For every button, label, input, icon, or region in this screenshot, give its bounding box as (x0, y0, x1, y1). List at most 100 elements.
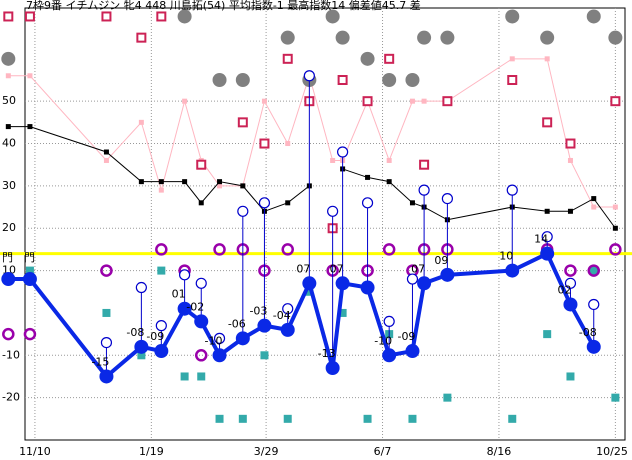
data-label: 10 (499, 250, 513, 263)
data-label: -08 (579, 326, 597, 339)
dot (212, 73, 227, 87)
dot (325, 361, 340, 375)
circle-marker (100, 264, 113, 277)
square-marker (102, 308, 111, 317)
square-marker (158, 187, 164, 193)
circle-marker (564, 264, 577, 277)
data-label: 07 (296, 262, 310, 275)
annotation: 門 (2, 251, 13, 264)
dot (154, 344, 169, 359)
square-marker (196, 159, 207, 170)
dot (235, 73, 250, 87)
dot (405, 344, 420, 359)
square-marker (217, 183, 223, 189)
square-marker (237, 117, 248, 128)
square-marker (27, 124, 33, 130)
square-marker (337, 75, 348, 85)
y-tick-label: -20 (2, 391, 20, 404)
circle-marker (609, 243, 622, 256)
dot (417, 276, 432, 291)
y-tick-label: 40 (2, 137, 16, 150)
square-marker (136, 32, 147, 43)
data-label: 01 (172, 288, 186, 301)
dot (335, 276, 350, 291)
x-tick-label: 3/29 (254, 445, 279, 458)
data-label: -06 (228, 317, 246, 330)
data-label: -03 (249, 305, 267, 318)
square-marker (158, 179, 164, 185)
dot (563, 297, 578, 312)
square-marker (282, 53, 293, 64)
square-marker (591, 196, 597, 202)
data-label: 02 (557, 283, 571, 296)
circle-marker (100, 336, 113, 349)
dot (302, 276, 317, 291)
circle-marker (237, 205, 249, 217)
dot (257, 318, 272, 333)
dot (134, 339, 149, 354)
square-marker (198, 200, 204, 206)
circle-marker (213, 332, 226, 344)
data-label: -08 (126, 326, 144, 339)
square-marker (610, 96, 621, 107)
dot (608, 30, 623, 45)
square-marker (3, 11, 14, 22)
dot (212, 348, 227, 363)
square-marker (421, 98, 427, 104)
dot (99, 369, 114, 384)
square-marker (157, 266, 166, 275)
data-label: 07 (330, 262, 344, 275)
data-label: 09 (434, 254, 448, 267)
square-marker (180, 372, 189, 381)
circle-marker (564, 277, 577, 289)
dot (177, 301, 192, 316)
circle-marker (327, 205, 339, 217)
circle-marker (418, 184, 430, 196)
dot (382, 348, 397, 363)
square-marker (386, 179, 392, 185)
dot (505, 9, 520, 24)
dot (505, 263, 520, 278)
dot (194, 314, 209, 329)
square-marker (611, 393, 620, 402)
square-marker (363, 414, 372, 423)
square-marker (137, 351, 146, 360)
data-label: -09 (397, 330, 415, 343)
dot (335, 30, 350, 45)
dot (1, 51, 16, 66)
square-marker (338, 308, 347, 317)
square-marker (238, 414, 247, 423)
square-marker (25, 266, 34, 275)
data-label: -09 (146, 330, 164, 343)
square-marker (285, 141, 291, 147)
square-marker (103, 157, 109, 163)
dot (417, 30, 432, 45)
circle-marker (179, 269, 191, 281)
square-marker (27, 73, 33, 79)
circle-marker (194, 349, 208, 362)
circle-marker (213, 243, 226, 256)
dot (325, 9, 340, 24)
data-label: -10 (374, 334, 392, 347)
dot (382, 73, 397, 87)
square-marker (305, 287, 314, 296)
dot (360, 51, 375, 66)
square-marker (612, 204, 618, 210)
square-marker (566, 372, 575, 381)
dot (177, 9, 192, 24)
dot (22, 272, 37, 287)
square-marker (544, 56, 550, 62)
square-marker (285, 200, 291, 206)
square-marker (182, 179, 188, 185)
square-marker (544, 208, 550, 214)
circle-marker (281, 243, 294, 256)
square-marker (197, 372, 206, 381)
dot (405, 73, 420, 87)
data-label: 14 (534, 233, 548, 246)
square-marker (156, 11, 167, 22)
square-marker (409, 98, 415, 104)
square-marker (565, 138, 576, 149)
dot (1, 272, 16, 287)
